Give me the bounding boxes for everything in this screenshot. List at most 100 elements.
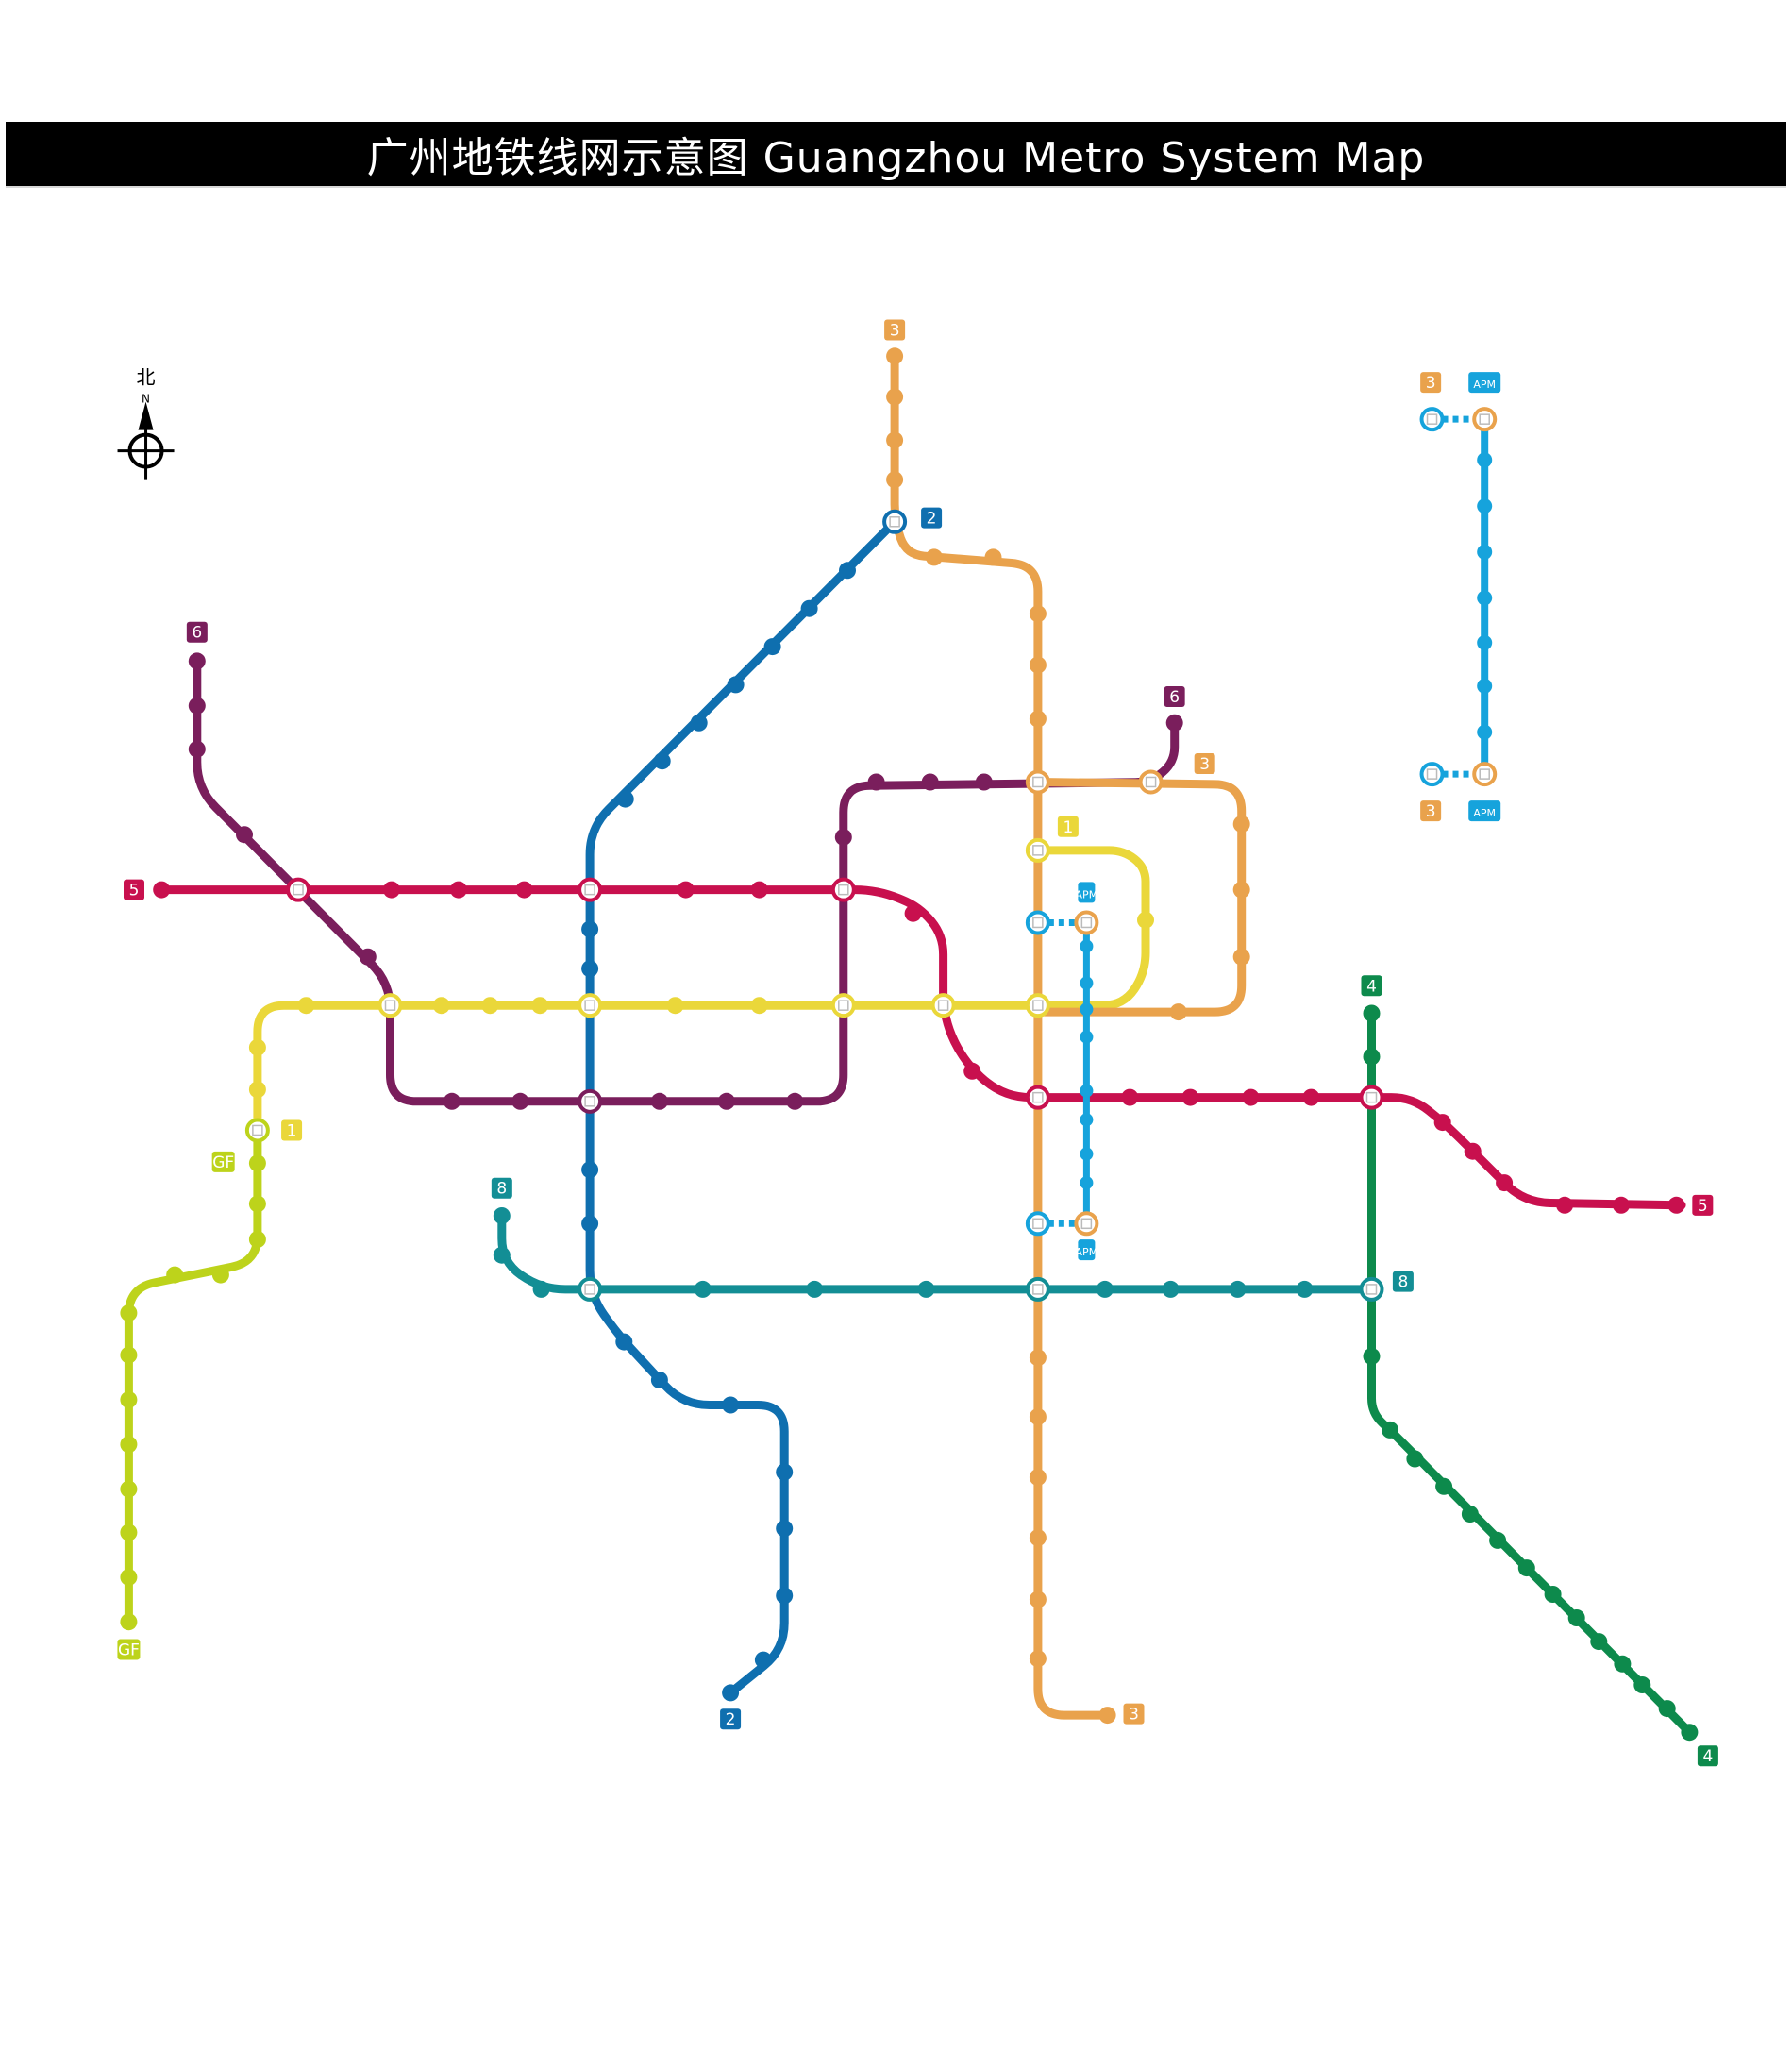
apm-station[interactable] xyxy=(1080,939,1094,953)
line1-station[interactable] xyxy=(432,997,450,1015)
line5-station[interactable] xyxy=(449,881,467,899)
interchange-station[interactable] xyxy=(377,993,403,1018)
line6-station[interactable] xyxy=(511,1092,529,1110)
line4-station[interactable] xyxy=(1590,1633,1608,1651)
line2-station[interactable] xyxy=(776,1463,794,1481)
line2-station[interactable] xyxy=(690,714,708,732)
line5-station[interactable] xyxy=(1667,1196,1685,1214)
line3-station[interactable] xyxy=(1029,656,1047,674)
line6-station[interactable] xyxy=(443,1092,461,1110)
line5-station[interactable] xyxy=(1464,1142,1482,1160)
interchange-station[interactable] xyxy=(1025,1276,1050,1302)
line4-station[interactable] xyxy=(1461,1506,1479,1523)
line2-station[interactable] xyxy=(615,1333,633,1351)
line5-station[interactable] xyxy=(750,881,768,899)
line1-station[interactable] xyxy=(750,997,768,1015)
line4-station[interactable] xyxy=(1382,1421,1398,1439)
line8-station[interactable] xyxy=(1096,1280,1114,1298)
interchange-station[interactable] xyxy=(1025,993,1050,1018)
line5-station[interactable] xyxy=(1556,1196,1574,1214)
line8-station[interactable] xyxy=(1296,1280,1314,1298)
line5-station[interactable] xyxy=(1433,1114,1451,1132)
line4-station[interactable] xyxy=(1363,1347,1381,1365)
gf-station[interactable] xyxy=(120,1568,138,1586)
interchange-station[interactable] xyxy=(244,1118,270,1143)
line3-station[interactable] xyxy=(1029,1590,1047,1608)
line2-station[interactable] xyxy=(581,920,599,938)
line3-station[interactable] xyxy=(886,347,904,365)
line3-station[interactable] xyxy=(1029,1469,1047,1486)
interchange-station[interactable] xyxy=(1419,407,1445,432)
line3-station[interactable] xyxy=(1029,1529,1047,1547)
line8-station[interactable] xyxy=(806,1280,824,1298)
line1-station[interactable] xyxy=(248,1081,266,1099)
line6-station[interactable] xyxy=(359,948,377,966)
interchange-station[interactable] xyxy=(882,509,908,534)
line4-station[interactable] xyxy=(1363,1048,1381,1066)
line3-station[interactable] xyxy=(886,388,904,406)
line6-station[interactable] xyxy=(834,828,852,846)
apm-station[interactable] xyxy=(1080,1147,1094,1161)
line8-station[interactable] xyxy=(917,1280,935,1298)
line8-station[interactable] xyxy=(694,1280,712,1298)
line4-station[interactable] xyxy=(1489,1531,1507,1549)
interchange-station[interactable] xyxy=(1359,1085,1384,1110)
line6-station[interactable] xyxy=(867,773,885,791)
line8-station[interactable] xyxy=(493,1207,511,1224)
line2-station[interactable] xyxy=(722,1684,740,1702)
line2-station[interactable] xyxy=(581,1161,599,1179)
line2-station[interactable] xyxy=(581,1215,599,1233)
line6-station[interactable] xyxy=(188,652,206,670)
interchange-station[interactable] xyxy=(1138,769,1164,795)
line4-station[interactable] xyxy=(1363,1004,1381,1022)
line6-station[interactable] xyxy=(921,773,939,791)
line1-station[interactable] xyxy=(1137,911,1154,929)
gf-station[interactable] xyxy=(120,1613,138,1631)
line6-station[interactable] xyxy=(236,826,253,844)
apm-inset-station[interactable] xyxy=(1477,678,1493,694)
line4-station[interactable] xyxy=(1517,1559,1535,1577)
line2-station[interactable] xyxy=(581,960,599,978)
line3-station[interactable] xyxy=(1169,1003,1187,1021)
line1-station[interactable] xyxy=(531,997,549,1015)
interchange-station[interactable] xyxy=(578,993,603,1018)
line4-station[interactable] xyxy=(1567,1609,1585,1626)
line5-station[interactable] xyxy=(382,881,400,899)
interchange-station[interactable] xyxy=(830,993,856,1018)
apm-station[interactable] xyxy=(1080,1084,1094,1098)
line3-station[interactable] xyxy=(1232,881,1250,899)
line4-station[interactable] xyxy=(1406,1450,1424,1468)
line3-station[interactable] xyxy=(1029,710,1047,728)
interchange-station[interactable] xyxy=(1074,1211,1099,1237)
gf-station[interactable] xyxy=(248,1154,266,1172)
line8-station[interactable] xyxy=(1162,1280,1180,1298)
line2-station[interactable] xyxy=(653,752,671,770)
line4-station[interactable] xyxy=(1544,1586,1562,1603)
apm-inset-station[interactable] xyxy=(1477,452,1493,468)
line2-station[interactable] xyxy=(650,1372,668,1388)
line6-station[interactable] xyxy=(188,697,206,715)
line3-station[interactable] xyxy=(1029,605,1047,623)
line3-station[interactable] xyxy=(1029,1349,1047,1367)
line1-station[interactable] xyxy=(666,997,684,1015)
gf-station[interactable] xyxy=(248,1195,266,1213)
interchange-station[interactable] xyxy=(1472,407,1498,432)
interchange-station[interactable] xyxy=(286,877,311,902)
apm-inset-station[interactable] xyxy=(1477,544,1493,560)
line3-station[interactable] xyxy=(1232,816,1250,833)
line3-station[interactable] xyxy=(925,548,943,566)
line5-station[interactable] xyxy=(1121,1088,1139,1106)
line5-station[interactable] xyxy=(1181,1088,1199,1106)
line4-station[interactable] xyxy=(1658,1700,1676,1718)
apm-station[interactable] xyxy=(1080,1030,1094,1044)
line4-station[interactable] xyxy=(1681,1724,1699,1742)
gf-station[interactable] xyxy=(120,1346,138,1364)
interchange-station[interactable] xyxy=(1359,1276,1384,1302)
line5-station[interactable] xyxy=(1613,1196,1630,1214)
line1-station[interactable] xyxy=(481,997,499,1015)
interchange-station[interactable] xyxy=(830,877,856,902)
interchange-station[interactable] xyxy=(1025,837,1050,863)
line4-station[interactable] xyxy=(1614,1655,1632,1673)
interchange-station[interactable] xyxy=(1025,1211,1050,1237)
line2-station[interactable] xyxy=(839,562,856,580)
